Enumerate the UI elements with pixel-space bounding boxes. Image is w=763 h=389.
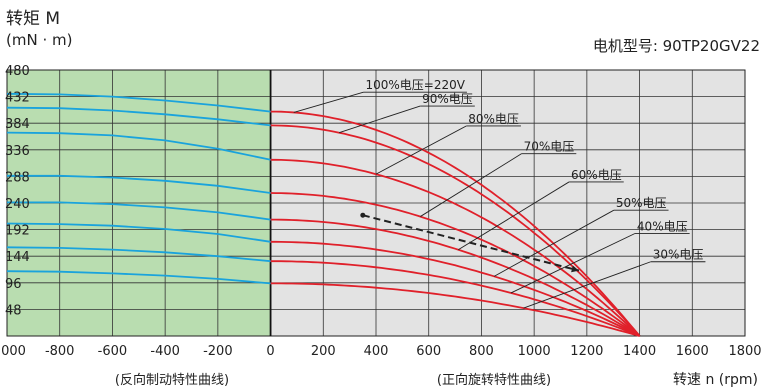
series-label: 100%电压=220V (365, 78, 465, 92)
x-tick-label: -1000 (0, 344, 26, 359)
forward-curve (270, 192, 641, 337)
y-tick-label: 432 (5, 91, 30, 106)
forward-curve (270, 260, 640, 337)
x-tick-label: 1800 (728, 344, 761, 359)
y-tick-label: 144 (5, 250, 30, 265)
y-tick-label: 192 (5, 224, 30, 239)
series-label: 70%电压 (524, 140, 575, 154)
x-tick-label: 1600 (676, 344, 709, 359)
region-right-label: (正向旋转特性曲线) (437, 372, 551, 388)
forward-curve (270, 124, 641, 337)
y-tick-label: 384 (5, 117, 30, 132)
series-label: 30%电压 (653, 248, 704, 262)
y-axis-title: 转矩 M (6, 9, 60, 29)
braking-curve (6, 106, 271, 127)
x-tick-label: 1400 (623, 344, 656, 359)
model-label: 电机型号: 90TP20GV22 (593, 37, 760, 55)
x-tick-label: -800 (45, 344, 75, 359)
x-tick-label: 600 (416, 344, 441, 359)
forward-curve (270, 158, 641, 337)
series-label-leader (420, 153, 522, 217)
load-line-arrowhead (571, 265, 579, 273)
y-axis-unit: (mN · m) (6, 31, 72, 49)
x-tick-label: -400 (150, 344, 180, 359)
region-left-label: (反向制动特性曲线) (115, 372, 229, 388)
forward-curve (270, 218, 641, 337)
x-tick-label: 1200 (570, 344, 603, 359)
braking-curve (6, 92, 271, 113)
series-label-leader (457, 181, 570, 251)
x-tick-label: 200 (311, 344, 336, 359)
load-line-start (360, 212, 366, 218)
series-label: 50%电压 (616, 196, 667, 210)
chart-curves (6, 92, 641, 337)
braking-curve (7, 201, 271, 221)
axis-ticks: -1000 -800 -600 -400 -200 0 200 400 600 800 1000 12… (0, 64, 762, 359)
series-label: 60%电压 (571, 168, 622, 182)
braking-curve (6, 131, 271, 161)
forward-curve (270, 110, 641, 337)
series-label-leader (375, 125, 467, 175)
series-label: 40%电压 (637, 219, 688, 233)
x-tick-label: -600 (98, 344, 128, 359)
load-line (362, 214, 580, 272)
braking-curve (7, 174, 271, 194)
x-axis-title: 转速 n (rpm) (673, 372, 758, 388)
series-label-leader (493, 209, 615, 277)
x-tick-label: -200 (203, 344, 233, 359)
braking-curve (6, 270, 271, 285)
x-tick-label: 800 (469, 344, 494, 359)
series-label: 90%电压 (422, 92, 473, 106)
y-tick-label: 480 (5, 64, 30, 79)
y-tick-label: 336 (5, 144, 30, 159)
braking-curve (6, 246, 271, 263)
x-tick-label: 1000 (518, 344, 551, 359)
series-label: 80%电压 (468, 112, 519, 126)
forward-curve (270, 240, 641, 337)
x-tick-label: 0 (266, 344, 274, 359)
forward-curve (270, 282, 640, 337)
series-label-leader (523, 261, 651, 309)
series-label-leader (293, 91, 364, 113)
x-tick-label: 400 (364, 344, 389, 359)
series-label-leader (338, 105, 421, 134)
y-tick-label: 48 (5, 303, 22, 318)
y-tick-label: 288 (5, 170, 30, 185)
series-label-leader (510, 233, 636, 294)
y-tick-label: 240 (5, 197, 30, 212)
y-tick-label: 96 (5, 277, 22, 292)
braking-curve (6, 222, 271, 243)
